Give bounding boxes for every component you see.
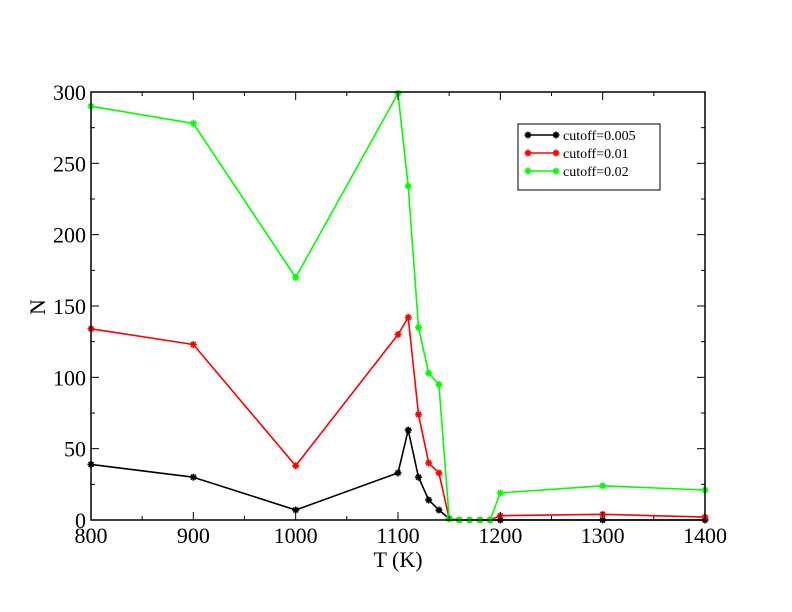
legend-item: cutoff=0.005 xyxy=(524,129,636,144)
data-point xyxy=(435,380,443,388)
data-point xyxy=(414,410,422,418)
series-2 xyxy=(87,313,709,524)
legend-label: cutoff=0.01 xyxy=(563,147,629,162)
legend-marker xyxy=(524,167,532,175)
legend-marker xyxy=(552,131,560,139)
data-point xyxy=(435,469,443,477)
legend-item: cutoff=0.02 xyxy=(524,165,629,180)
x-tick-label: 1200 xyxy=(478,523,522,548)
data-point xyxy=(425,459,433,467)
y-tick-label: 50 xyxy=(64,437,86,462)
data-point xyxy=(292,462,300,470)
data-point xyxy=(189,119,197,127)
data-point xyxy=(425,496,433,504)
y-tick-label: 250 xyxy=(53,151,86,176)
x-tick-label: 1100 xyxy=(376,523,419,548)
legend-marker xyxy=(552,167,560,175)
y-axis-label: N xyxy=(25,299,50,315)
y-tick-label: 200 xyxy=(53,223,86,248)
legend: cutoff=0.005 cutoff=0.01 cutoff=0.02 xyxy=(517,123,661,191)
axis-ticks: 800 900 1000 1100 1200 1300 1400 0 50 100 150 200 25… xyxy=(53,80,727,548)
x-tick-label: 900 xyxy=(177,523,210,548)
legend-marker xyxy=(524,131,532,139)
data-point xyxy=(496,489,504,497)
legend-label: cutoff=0.02 xyxy=(563,165,629,180)
data-point xyxy=(414,473,422,481)
data-point xyxy=(599,482,607,490)
legend-label: cutoff=0.005 xyxy=(563,129,636,144)
x-tick-label: 1000 xyxy=(274,523,318,548)
data-point xyxy=(394,469,402,477)
data-point xyxy=(404,426,412,434)
data-point xyxy=(394,331,402,339)
legend-item: cutoff=0.01 xyxy=(524,147,629,162)
y-tick-label: 150 xyxy=(53,294,86,319)
x-tick-label: 1400 xyxy=(683,523,727,548)
y-tick-label: 0 xyxy=(75,508,86,533)
x-tick-label: 1300 xyxy=(581,523,625,548)
data-point xyxy=(404,313,412,321)
series-line xyxy=(90,316,706,521)
legend-marker xyxy=(524,149,532,157)
legend-marker xyxy=(552,149,560,157)
series-1 xyxy=(87,426,709,524)
data-point xyxy=(189,341,197,349)
data-point xyxy=(435,506,443,514)
data-point xyxy=(425,369,433,377)
series-line xyxy=(90,92,706,521)
data-point xyxy=(292,506,300,514)
y-tick-label: 100 xyxy=(53,365,86,390)
y-tick-label: 300 xyxy=(53,80,86,105)
x-tick-label: 800 xyxy=(75,523,108,548)
x-axis-label: T (K) xyxy=(373,547,422,572)
data-point xyxy=(189,473,197,481)
data-point xyxy=(404,182,412,190)
data-point xyxy=(414,323,422,331)
data-point xyxy=(292,273,300,281)
